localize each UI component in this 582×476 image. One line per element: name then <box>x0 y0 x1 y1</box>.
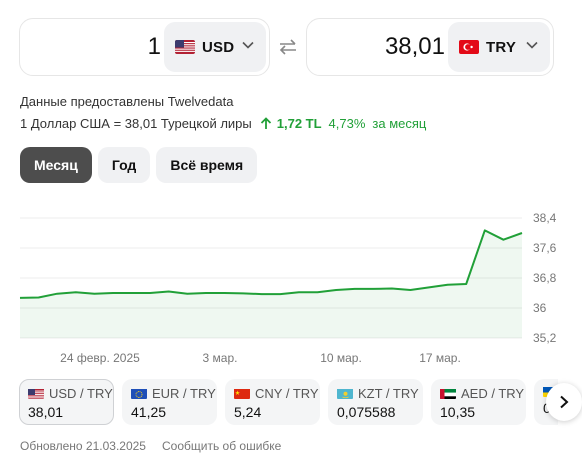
data-point <box>56 293 58 295</box>
data-point <box>168 291 170 293</box>
pair-aed-try[interactable]: AED / TRY 10,35 <box>431 379 526 425</box>
chevron-down-icon <box>526 41 538 49</box>
data-point <box>428 286 430 288</box>
series-area <box>20 230 522 338</box>
y-tick-label: 37,6 <box>533 241 557 255</box>
rate-summary: 1 Доллар США = 38,01 Турецкой лиры 1,72 … <box>20 116 426 131</box>
x-tick-label: 17 мар. <box>419 351 461 365</box>
pair-label: EUR / TRY <box>152 386 216 401</box>
chevron-right-icon <box>560 395 569 409</box>
data-point <box>335 289 337 291</box>
tab-year[interactable]: Год <box>97 147 151 183</box>
series-line <box>19 229 523 299</box>
pair-kzt-try[interactable]: KZT / TRY 0,075588 <box>328 379 423 425</box>
data-point <box>19 297 21 299</box>
pair-cny-try[interactable]: CNY / TRY 5,24 <box>225 379 320 425</box>
y-tick-label: 36 <box>533 301 547 315</box>
pair-label: KZT / TRY <box>358 386 419 401</box>
data-point <box>131 292 133 294</box>
period-tabs: Месяц Год Всё время <box>20 147 258 183</box>
data-point <box>224 292 226 294</box>
pair-label: USD / TRY <box>49 386 113 401</box>
data-point <box>205 292 207 294</box>
from-currency-code: USD <box>202 38 235 56</box>
data-point <box>93 293 95 295</box>
chevron-down-icon <box>242 41 254 49</box>
kz-flag-icon <box>337 388 353 399</box>
ae-flag-icon <box>440 388 456 399</box>
from-currency-select[interactable]: USD <box>164 22 266 72</box>
pair-usd-try[interactable]: USD / TRY 38,01 <box>19 379 114 425</box>
y-tick-label: 35,2 <box>533 331 557 345</box>
tr-flag-icon <box>459 40 479 54</box>
data-point <box>261 293 263 295</box>
data-point <box>391 288 393 290</box>
pair-label: CNY / TRY <box>255 386 319 401</box>
data-point <box>521 232 523 234</box>
eu-flag-icon <box>131 388 147 399</box>
data-point <box>465 283 467 285</box>
data-point <box>75 291 77 293</box>
us-flag-icon <box>28 388 44 399</box>
next-pairs-button[interactable] <box>546 383 582 421</box>
us-flag-icon <box>175 40 195 54</box>
tab-month[interactable]: Месяц <box>20 147 92 183</box>
data-point <box>279 293 281 295</box>
from-amount-input[interactable]: 1 <box>147 33 161 60</box>
y-tick-label: 36,8 <box>533 271 557 285</box>
data-point <box>38 297 40 299</box>
change-absolute: 1,72 TL <box>276 116 322 131</box>
pair-value: 5,24 <box>234 404 262 420</box>
pair-eur-try[interactable]: EUR / TRY 41,25 <box>122 379 217 425</box>
y-tick-label: 38,4 <box>533 211 557 225</box>
footer: Обновлено 21.03.2025 Сообщить об ошибке <box>20 439 281 453</box>
change-period: за месяц <box>372 116 427 131</box>
x-tick-label: 3 мар. <box>203 351 238 365</box>
cn-flag-icon <box>234 388 250 399</box>
data-point <box>447 284 449 286</box>
pair-value: 0,075588 <box>337 404 396 420</box>
to-currency-field[interactable]: 38,01 TRY <box>306 18 554 76</box>
to-currency-code: TRY <box>486 38 517 56</box>
currency-pairs-strip: USD / TRY 38,01 EUR / TRY 41,25 <box>0 379 558 425</box>
x-tick-label: 10 мар. <box>320 351 362 365</box>
to-amount-input[interactable]: 38,01 <box>384 33 445 60</box>
data-point <box>409 289 411 291</box>
data-point <box>354 288 356 290</box>
updated-text: Обновлено 21.03.2025 <box>20 439 146 453</box>
swap-icon[interactable] <box>277 36 299 58</box>
data-point <box>298 291 300 293</box>
data-point <box>242 292 244 294</box>
data-source-text: Данные предоставлены Twelvedata <box>20 94 234 109</box>
pair-label: AED / TRY <box>461 386 525 401</box>
data-point <box>186 293 188 295</box>
rate-text: 1 Доллар США = 38,01 Турецкой лиры <box>20 116 252 131</box>
from-currency-field[interactable]: 1 USD <box>19 18 270 76</box>
x-tick-label: 24 февр. 2025 <box>60 351 140 365</box>
change-percent: 4,73% <box>328 116 366 131</box>
data-point <box>484 229 486 231</box>
to-currency-select[interactable]: TRY <box>448 22 550 72</box>
pair-value: 41,25 <box>131 404 167 420</box>
report-error-link[interactable]: Сообщить об ошибке <box>161 439 282 453</box>
data-point <box>502 239 504 241</box>
data-point <box>317 291 319 293</box>
pair-value: 10,35 <box>440 404 476 420</box>
data-point <box>112 292 114 294</box>
tab-all-time[interactable]: Всё время <box>156 147 258 183</box>
data-point <box>372 288 374 290</box>
rate-chart: 38,4 37,6 36,8 36 35,2 24 февр. 2025 3 мар. 10 … <box>19 211 557 365</box>
arrow-up-icon <box>260 117 271 129</box>
data-point <box>149 292 151 294</box>
pair-value: 38,01 <box>28 404 64 420</box>
